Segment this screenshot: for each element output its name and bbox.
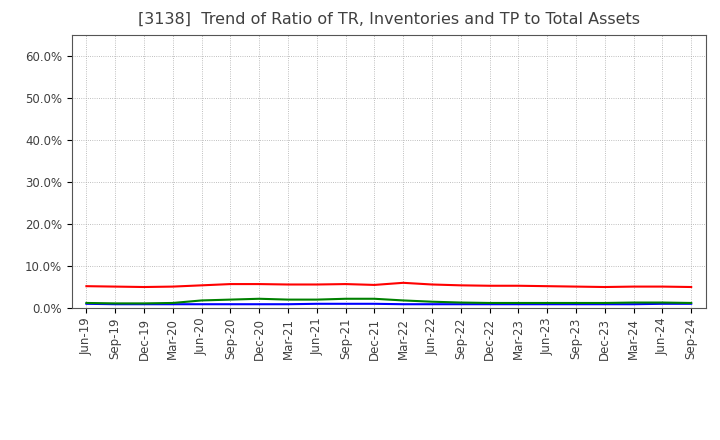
Inventories	[341, 301, 350, 306]
Trade Payables	[284, 297, 292, 302]
Trade Receivables	[572, 284, 580, 289]
Trade Receivables	[543, 283, 552, 289]
Trade Payables	[543, 301, 552, 306]
Inventories	[600, 301, 609, 307]
Inventories	[312, 301, 321, 306]
Inventories	[399, 301, 408, 307]
Trade Receivables	[514, 283, 523, 288]
Trade Receivables	[629, 284, 638, 289]
Inventories	[284, 301, 292, 307]
Trade Payables	[82, 301, 91, 306]
Inventories	[658, 301, 667, 306]
Trade Payables	[485, 301, 494, 306]
Trade Payables	[399, 298, 408, 303]
Trade Payables	[312, 297, 321, 302]
Inventories	[168, 301, 177, 307]
Trade Payables	[687, 301, 696, 306]
Trade Receivables	[284, 282, 292, 287]
Trade Receivables	[485, 283, 494, 288]
Trade Receivables	[600, 284, 609, 290]
Trade Receivables	[197, 282, 206, 288]
Trade Payables	[226, 297, 235, 302]
Inventories	[456, 301, 465, 307]
Trade Receivables	[226, 282, 235, 287]
Inventories	[485, 301, 494, 307]
Inventories	[111, 301, 120, 307]
Inventories	[197, 301, 206, 307]
Trade Receivables	[658, 284, 667, 289]
Trade Payables	[370, 296, 379, 301]
Trade Receivables	[341, 282, 350, 287]
Trade Receivables	[140, 284, 148, 290]
Line: Trade Payables: Trade Payables	[86, 299, 691, 304]
Trade Payables	[168, 301, 177, 306]
Line: Trade Receivables: Trade Receivables	[86, 283, 691, 287]
Inventories	[82, 301, 91, 306]
Inventories	[687, 301, 696, 306]
Trade Payables	[428, 299, 436, 304]
Trade Payables	[600, 301, 609, 306]
Inventories	[255, 301, 264, 307]
Trade Receivables	[687, 284, 696, 290]
Trade Receivables	[82, 283, 91, 289]
Trade Payables	[255, 296, 264, 301]
Trade Payables	[197, 298, 206, 303]
Trade Receivables	[168, 284, 177, 289]
Trade Receivables	[312, 282, 321, 287]
Trade Receivables	[456, 282, 465, 288]
Trade Receivables	[370, 282, 379, 288]
Trade Payables	[572, 301, 580, 306]
Inventories	[572, 301, 580, 307]
Trade Receivables	[111, 284, 120, 289]
Inventories	[543, 301, 552, 307]
Trade Receivables	[428, 282, 436, 287]
Title: [3138]  Trend of Ratio of TR, Inventories and TP to Total Assets: [3138] Trend of Ratio of TR, Inventories…	[138, 12, 640, 27]
Trade Payables	[629, 300, 638, 305]
Trade Receivables	[255, 282, 264, 287]
Trade Payables	[140, 301, 148, 306]
Trade Receivables	[399, 280, 408, 286]
Trade Payables	[456, 300, 465, 305]
Inventories	[514, 301, 523, 307]
Trade Payables	[658, 300, 667, 305]
Trade Payables	[111, 301, 120, 306]
Inventories	[370, 301, 379, 306]
Inventories	[226, 301, 235, 307]
Inventories	[140, 301, 148, 307]
Inventories	[629, 301, 638, 307]
Trade Payables	[514, 301, 523, 306]
Inventories	[428, 301, 436, 307]
Trade Payables	[341, 296, 350, 301]
